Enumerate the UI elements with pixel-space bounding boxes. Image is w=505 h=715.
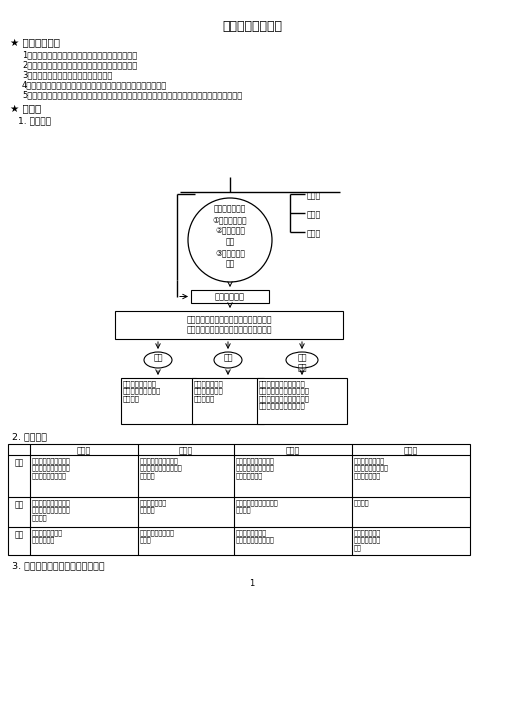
Text: 多分布于沿海地
区（热带及亚热
带）: 多分布于沿海地 区（热带及亚热 带） [354,529,381,551]
Text: 锋面雨的形成: 锋面雨的形成 [215,292,245,301]
Text: 3）找出降水量的极值区域及分析各因。: 3）找出降水量的极值区域及分析各因。 [22,70,113,79]
Bar [192,378,264,424]
Text: 锋面雨: 锋面雨 [307,229,321,238]
Bar [8,444,470,555]
Text: 冷锋: 冷锋 [153,353,163,362]
Text: ★ 考纲与考情：: ★ 考纲与考情： [10,38,60,48]
Text: 强度最大: 强度最大 [354,499,369,506]
Text: 地形雨: 地形雨 [179,446,193,455]
Text: 暖锋过境时，云
层加厚，多形成
连续性降水: 暖锋过境时，云 层加厚，多形成 连续性降水 [194,380,224,402]
Text: 赤道地区，大陆内
部，夏季午后: 赤道地区，大陆内 部，夏季午后 [31,529,63,543]
Text: 降水的形成条件: 降水的形成条件 [214,204,246,213]
Text: 1: 1 [249,579,255,588]
Text: 特点: 特点 [14,500,24,509]
Text: ★ 降水：: ★ 降水： [10,104,41,114]
Text: 热带气旋带来大量
水汽和气流来变成大
气，强台风大气: 热带气旋带来大量 水汽和气流来变成大 气，强台风大气 [354,457,388,479]
Text: ①不断补充水汽: ①不断补充水汽 [213,215,247,224]
Text: 迎风坡多雨，背
风坡雨少: 迎风坡多雨，背 风坡雨少 [139,499,167,513]
Ellipse shape [214,352,242,368]
Text: 对流雨: 对流雨 [307,191,321,200]
Text: 锋面雨: 锋面雨 [286,446,300,455]
Text: 冷暖气团势均力敌或地形
阻拦，造成阴雨连绵大气，
如长江中下游的梅雨大气，
云贵高原冬季较阴雨天气: 冷暖气团势均力敌或地形 阻拦，造成阴雨连绵大气， 如长江中下游的梅雨大气， 云贵… [259,380,310,410]
Text: 4）根据降水量的多少分析干湿状况及对自然、人文环境的影响。: 4）根据降水量的多少分析干湿状况及对自然、人文环境的影响。 [22,80,167,89]
Text: 持续时间长，范围较大，
强度较小: 持续时间长，范围较大， 强度较小 [235,499,278,513]
Text: ③微粒作为凝: ③微粒作为凝 [215,248,245,257]
Text: 对流雨: 对流雨 [77,446,91,455]
Text: 运动: 运动 [225,237,235,246]
Bar [115,311,343,339]
Bar [257,378,347,424]
Text: ②空气微上升: ②空气微上升 [215,226,245,235]
Text: 近地面空气受热膨胀上
升，凝云致雨，水汽凝
结上升，水流成降水: 近地面空气受热膨胀上 升，凝云致雨，水汽凝 结上升，水流成降水 [31,457,70,479]
Text: 分布: 分布 [14,530,24,539]
Text: 多分布于中纬度地
区，尤其是季风气候区: 多分布于中纬度地 区，尤其是季风气候区 [235,529,274,543]
Text: 台风雨: 台风雨 [404,446,418,455]
Bar [121,378,195,424]
Text: 冷锋过境时，一般
常出现刮大、刮风、
降温天气: 冷锋过境时，一般 常出现刮大、刮风、 降温天气 [123,380,161,402]
Text: 5）世界降水大题，结合降水时空分布的因素，降水的时间变化，降水空分析，等降水量线的判读。: 5）世界降水大题，结合降水时空分布的因素，降水的时间变化，降水空分析，等降水量线… [22,90,242,99]
Ellipse shape [144,352,172,368]
Text: 准静
止锋: 准静 止锋 [297,353,307,373]
Text: 1）根据等降水量线的疏密判断降水量的地区差异。: 1）根据等降水量线的疏密判断降水量的地区差异。 [22,50,137,59]
Text: 1. 知识宝典: 1. 知识宝典 [18,116,51,125]
Text: 3. 世界降水分布规律（分析各因）: 3. 世界降水分布规律（分析各因） [12,561,105,570]
Text: 降水与等降水量线: 降水与等降水量线 [222,20,282,33]
Text: 锋面雨处于锋面，冷暖
气团交汇，锋面气象交
汇处形成的降水: 锋面雨处于锋面，冷暖 气团交汇，锋面气象交 汇处形成的降水 [235,457,274,479]
Text: 结核: 结核 [225,259,235,268]
Text: 强度大、历时短，多雷
暴，洗净范围小，多对
流活跃区: 强度大、历时短，多雷 暴，洗净范围小，多对 流活跃区 [31,499,70,521]
Text: 2. 降水类型: 2. 降水类型 [12,432,47,441]
Text: 2）根据等温线走向判断水分布影响水的主要因素。: 2）根据等温线走向判断水分布影响水的主要因素。 [22,60,137,69]
Text: 暖湿空气在锋面上常有大规模的上升运动: 暖湿空气在锋面上常有大规模的上升运动 [186,315,272,324]
Text: 潮湿气流遇地形抬升，
迎风坡降水，水流越快，
形成降水: 潮湿气流遇地形抬升， 迎风坡降水，水流越快， 形成降水 [139,457,182,479]
Bar [191,290,269,303]
Text: 暖锋: 暖锋 [223,353,233,362]
Text: 锋面附近常伴有云、雨、大风等天气现象: 锋面附近常伴有云、雨、大风等天气现象 [186,325,272,334]
Text: 成因: 成因 [14,458,24,467]
Text: 山地迎风坡地区，雨
量较少: 山地迎风坡地区，雨 量较少 [139,529,174,543]
Ellipse shape [188,198,272,282]
Text: 地形雨: 地形雨 [307,210,321,219]
Ellipse shape [286,352,318,368]
